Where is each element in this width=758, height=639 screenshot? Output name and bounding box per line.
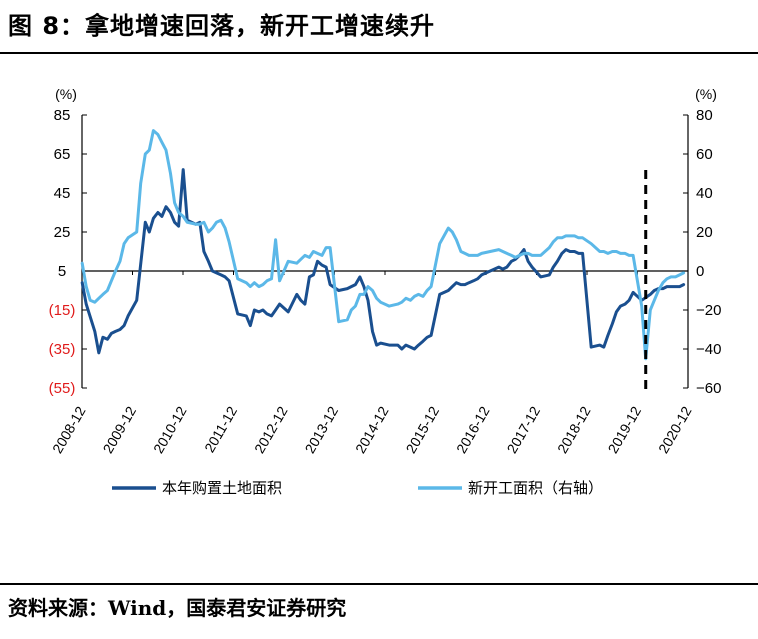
source-note: 资料来源：Wind，国泰君安证券研究 [8,596,347,620]
left-tick-label: 45 [54,185,71,202]
x-tick-label: 2010-12 [150,403,190,456]
top-rule [0,52,758,54]
series-line-land-purchase [80,168,686,355]
x-tick-label: 2020-12 [655,403,695,456]
right-tick-label: 60 [696,146,713,163]
line-chart: 85 65 45 25 5 (15) (35) (55) 80 60 40 20 0 −20 −40 −60 (… [49,86,722,497]
right-tick-label: −60 [696,380,721,397]
bottom-rule [0,583,758,585]
x-tick-label: 2011-12 [201,403,240,455]
series-lines [80,129,686,392]
left-tick-label: 65 [54,146,71,163]
left-tick-label: (55) [49,380,76,397]
x-tick-label: 2019-12 [605,403,645,456]
chart-title: 图 8：拿地增速回落，新开工增速续升 [8,12,436,40]
x-tick-label: 2013-12 [302,403,342,456]
x-tick-label: 2016-12 [453,403,493,456]
legend-item-land-purchase: 本年购置土地面积 [162,479,282,497]
left-tick-label: 5 [58,263,66,280]
left-tick-label: 85 [54,107,71,124]
x-tick-label: 2018-12 [554,403,594,456]
x-tick-label: 2008-12 [49,403,89,456]
x-tick-label: 2017-12 [504,403,544,456]
right-tick-label: 80 [696,107,713,124]
x-tick-label: 2015-12 [403,403,443,456]
right-tick-label: −40 [696,341,721,358]
legend-item-new-starts: 新开工面积（右轴） [468,479,603,497]
series-line-new-starts [80,129,686,361]
right-tick-label: 0 [696,263,704,280]
x-tick-label: 2009-12 [100,403,140,456]
left-axis-unit: (%) [55,86,77,102]
right-tick-label: 40 [696,185,713,202]
right-tick-label: −20 [696,302,721,319]
right-axis-unit: (%) [695,86,717,102]
legend: 本年购置土地面积 新开工面积（右轴） [112,479,603,497]
left-tick-label: 25 [54,224,71,241]
x-tick-label: 2014-12 [352,403,392,456]
left-tick-label: (15) [49,302,76,319]
right-tick-label: 20 [696,224,713,241]
left-tick-label: (35) [49,341,76,358]
x-tick-label: 2012-12 [251,403,291,456]
